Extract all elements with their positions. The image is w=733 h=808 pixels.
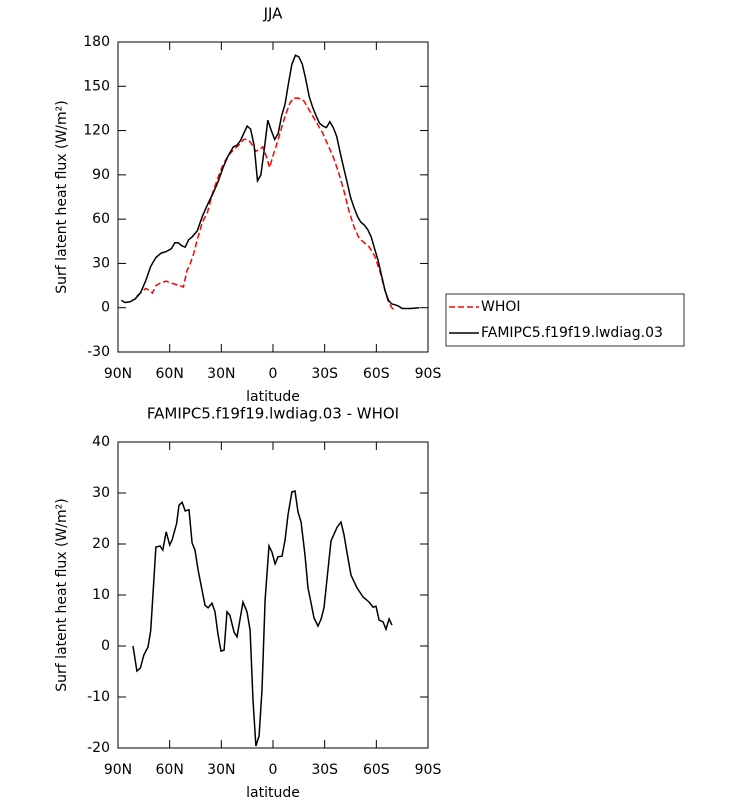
y-tick-label: 0 bbox=[101, 638, 110, 654]
x-tick-label: 30S bbox=[311, 762, 338, 778]
y-tick-label: 90 bbox=[92, 167, 110, 183]
y-tick-label: 30 bbox=[92, 255, 110, 271]
x-tick-label: 0 bbox=[269, 762, 278, 778]
y-axis-label: Surf latent heat flux (W/m²) bbox=[54, 498, 70, 691]
plot-frame bbox=[117, 41, 429, 353]
y-tick-label: 0 bbox=[101, 300, 110, 316]
plot-frame bbox=[117, 441, 429, 749]
y-tick-label: 20 bbox=[92, 536, 110, 552]
chart-title: JJA bbox=[263, 5, 284, 23]
x-tick-label: 30S bbox=[311, 366, 338, 382]
y-tick-label: 10 bbox=[92, 587, 110, 603]
y-tick-label: 60 bbox=[92, 211, 110, 227]
x-tick-label: 60S bbox=[363, 366, 390, 382]
data-line bbox=[132, 490, 393, 747]
y-axis-label: Surf latent heat flux (W/m²) bbox=[54, 100, 70, 293]
x-tick-label: 90N bbox=[104, 762, 132, 778]
x-tick-label: 60N bbox=[156, 762, 184, 778]
x-tick-label: 60S bbox=[363, 762, 390, 778]
y-tick-label: -10 bbox=[87, 689, 110, 705]
y-tick-label: 150 bbox=[83, 78, 110, 94]
y-tick-label: 120 bbox=[83, 123, 110, 139]
x-tick-label: 90S bbox=[415, 366, 442, 382]
chart-title: FAMIPC5.f19f19.lwdiag.03 - WHOI bbox=[147, 405, 399, 423]
x-tick-label: 90N bbox=[104, 366, 132, 382]
x-axis-label: latitude bbox=[246, 389, 300, 405]
x-tick-label: 0 bbox=[269, 366, 278, 382]
x-tick-label: 60N bbox=[156, 366, 184, 382]
legend-label: FAMIPC5.f19f19.lwdiag.03 bbox=[481, 325, 663, 341]
legend-label: WHOI bbox=[481, 299, 521, 315]
y-tick-label: 30 bbox=[92, 485, 110, 501]
x-tick-label: 90S bbox=[415, 762, 442, 778]
data-line bbox=[121, 54, 420, 310]
y-tick-label: -30 bbox=[87, 344, 110, 360]
legend-box bbox=[445, 293, 685, 347]
y-tick-label: -20 bbox=[87, 740, 110, 756]
x-tick-label: 30N bbox=[207, 366, 235, 382]
y-tick-label: 180 bbox=[83, 34, 110, 50]
x-tick-label: 30N bbox=[207, 762, 235, 778]
x-axis-label: latitude bbox=[246, 785, 300, 801]
y-tick-label: 40 bbox=[92, 434, 110, 450]
